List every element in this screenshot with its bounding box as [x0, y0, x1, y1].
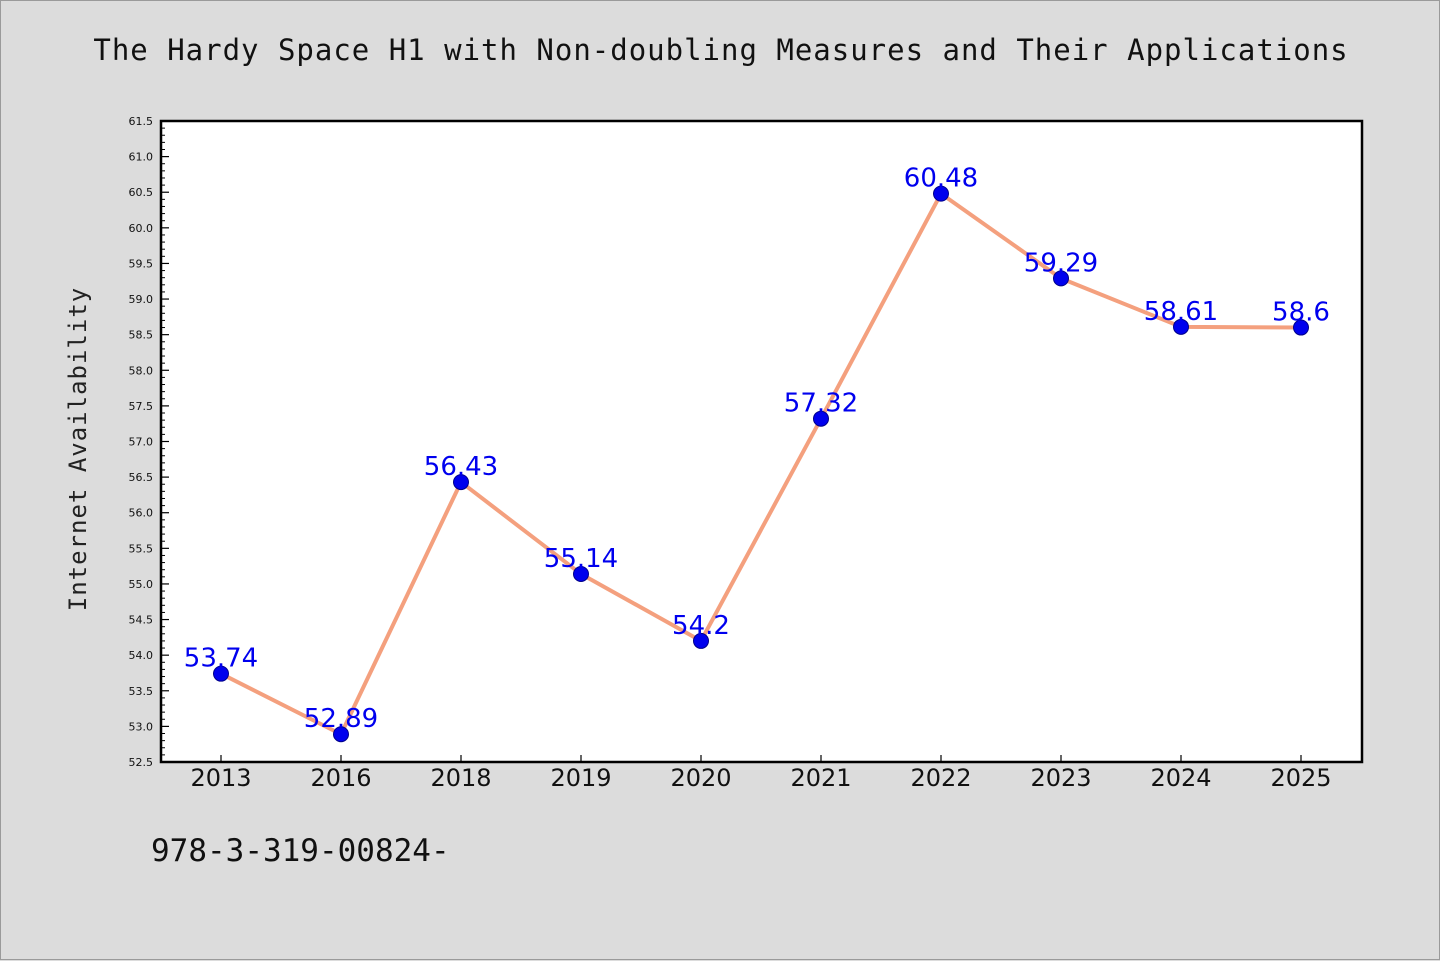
y-tick-label: 54.0 — [129, 649, 154, 662]
x-tick-label: 2013 — [190, 764, 251, 792]
y-tick-label: 59.0 — [129, 293, 154, 306]
y-tick-label: 55.0 — [129, 578, 154, 591]
y-tick-label: 56.0 — [129, 507, 154, 520]
data-point — [1053, 270, 1069, 287]
data-point — [1293, 319, 1309, 336]
plot-area — [159, 119, 1364, 764]
data-label: 58.6 — [1272, 298, 1330, 328]
data-label: 53.74 — [184, 644, 258, 674]
data-point — [213, 665, 229, 682]
y-tick-label: 58.5 — [129, 329, 154, 342]
y-tick-label: 60.0 — [129, 222, 154, 235]
y-tick-label: 54.5 — [129, 614, 154, 627]
y-tick-label: 60.5 — [129, 186, 154, 199]
x-tick-label: 2016 — [310, 764, 371, 792]
chart-title: The Hardy Space H1 with Non-doubling Mea… — [93, 33, 1349, 67]
x-tick-label: 2019 — [550, 764, 611, 792]
data-label: 57.32 — [784, 389, 858, 419]
x-tick-label: 2018 — [430, 764, 491, 792]
y-tick-label: 61.5 — [129, 115, 154, 128]
y-tick-label: 56.5 — [129, 471, 154, 484]
x-tick-label: 2022 — [910, 764, 971, 792]
data-point — [573, 565, 589, 582]
y-tick-label: 55.5 — [129, 542, 154, 555]
x-tick-label: 2025 — [1270, 764, 1331, 792]
x-tick-label: 2024 — [1150, 764, 1211, 792]
y-tick-label: 57.0 — [129, 436, 154, 449]
x-tick-label: 2020 — [670, 764, 731, 792]
y-tick-label: 61.0 — [129, 151, 154, 164]
data-label: 56.43 — [424, 452, 498, 482]
y-tick-label: 57.5 — [129, 400, 154, 413]
y-tick-label: 53.5 — [129, 685, 154, 698]
data-label: 55.14 — [544, 544, 618, 574]
data-point — [813, 410, 829, 427]
series-line — [220, 191, 1302, 737]
data-label: 60.48 — [904, 164, 978, 194]
y-tick-label: 58.0 — [129, 364, 154, 377]
data-point — [693, 632, 709, 649]
isbn-text: 978-3-319-00824- — [151, 833, 450, 869]
x-tick-label: 2021 — [790, 764, 851, 792]
data-point — [453, 474, 469, 491]
y-tick-label: 53.0 — [129, 720, 154, 733]
data-label: 59.29 — [1024, 248, 1098, 278]
x-axis: 2013 2016 2018 2019 2020 2021 2022 2023 2024 2025 — [190, 755, 1332, 792]
data-point — [933, 185, 949, 202]
y-axis-label: Internet Availability — [64, 287, 92, 611]
data-point — [1173, 318, 1189, 335]
series: 53.74 52.89 56.43 55.14 54.2 57.32 60.48 59.29 5… — [184, 164, 1330, 743]
data-point — [333, 726, 349, 743]
y-tick-label: 52.5 — [129, 756, 154, 769]
y-axis: 52.5 53.0 53.5 54.0 54.5 55.0 55.5 56.0 56.5 57.0… — [129, 115, 169, 769]
y-tick-label: 59.5 — [129, 257, 154, 270]
data-label: 58.61 — [1144, 297, 1218, 327]
data-label: 54.2 — [672, 611, 730, 641]
x-tick-label: 2023 — [1030, 764, 1091, 792]
data-label: 52.89 — [304, 704, 378, 734]
